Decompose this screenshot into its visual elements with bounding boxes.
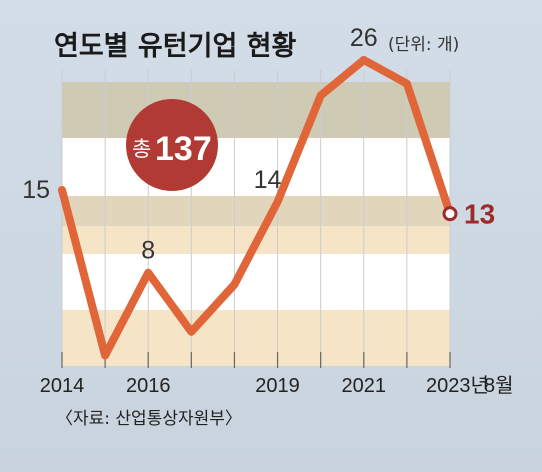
data-label: 26 <box>350 24 378 52</box>
data-point <box>442 206 458 222</box>
x-tick-label: 2021 <box>342 375 387 397</box>
background-band <box>62 254 450 310</box>
series-line-group <box>58 56 458 360</box>
series-line <box>58 56 454 360</box>
total-badge-value: 137 <box>155 130 212 168</box>
source-note: 〈자료: 산업통상자원부〉 <box>56 409 242 429</box>
unit-label: (단위: 개) <box>388 35 459 55</box>
data-label: 14 <box>254 166 282 194</box>
total-badge-circle <box>126 99 218 191</box>
data-label: 15 <box>22 176 50 204</box>
data-labels: 15 8 14 26 13 <box>22 24 495 265</box>
total-badge: 총 137 <box>126 99 218 191</box>
background-band-tint <box>62 196 450 226</box>
x-axis: 2014 2016 2019 2021 2023년 <box>40 352 489 397</box>
total-badge-prefix: 총 <box>132 138 151 161</box>
background-bands <box>62 82 450 366</box>
x-axis-suffix: 8월 <box>484 374 514 397</box>
x-tick-label: 2014 <box>40 375 85 397</box>
chart-title: 연도별 유턴기업 현황 <box>54 31 297 62</box>
x-tick-label: 2023년 <box>426 374 489 397</box>
background-band <box>62 82 450 138</box>
x-tick-label: 2016 <box>126 375 171 397</box>
data-label: 13 <box>464 199 495 230</box>
x-tick-label: 2019 <box>255 375 300 397</box>
data-label: 8 <box>141 237 155 265</box>
